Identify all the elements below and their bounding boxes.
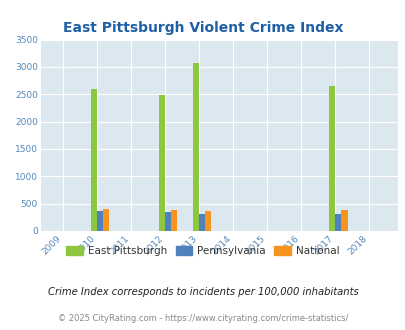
Text: Crime Index corresponds to incidents per 100,000 inhabitants: Crime Index corresponds to incidents per… [47,287,358,297]
Text: East Pittsburgh Violent Crime Index: East Pittsburgh Violent Crime Index [63,21,342,35]
Bar [341,210,347,231]
Bar [165,212,171,231]
Bar [91,89,97,231]
Bar [103,209,109,231]
Bar [335,214,341,231]
Bar [328,86,335,231]
Text: © 2025 CityRating.com - https://www.cityrating.com/crime-statistics/: © 2025 CityRating.com - https://www.city… [58,314,347,323]
Bar [192,63,199,231]
Bar [205,211,211,231]
Bar [171,210,177,231]
Bar [159,95,165,231]
Legend: East Pittsburgh, Pennsylvania, National: East Pittsburgh, Pennsylvania, National [62,242,343,260]
Bar [97,211,103,231]
Bar [199,214,205,231]
